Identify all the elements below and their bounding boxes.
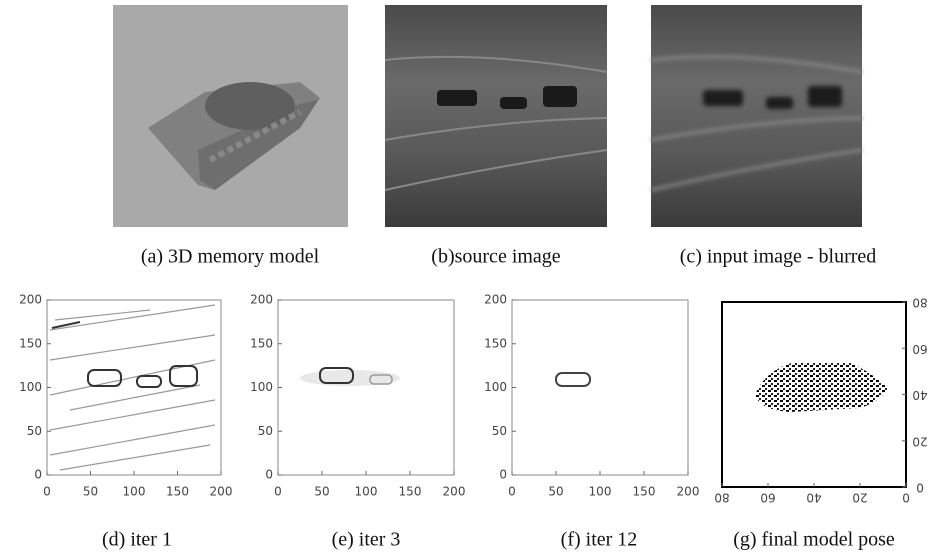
y-tick-label: 100 [19,380,42,394]
iter1-image [50,305,215,470]
y-tick-label: 0 [916,481,924,495]
y-tick-label: 40 [912,388,927,402]
plot-frame [278,300,454,475]
plot-frame [512,300,688,475]
x-tick-label: 100 [589,485,612,499]
model-image [113,5,348,227]
y-tick-label: 60 [912,342,927,356]
y-tick-label: 80 [912,296,927,310]
y-tick-label: 50 [492,424,507,438]
y-tick-label: 200 [250,293,273,307]
x-tick-label: 200 [210,485,233,499]
y-tick-label: 150 [484,336,507,350]
caption: (d) iter 1 [102,529,172,551]
x-tick-label: 60 [760,491,775,505]
y-tick-label: 0 [34,468,42,482]
source-image [385,5,607,227]
x-tick-label: 80 [714,491,729,505]
y-tick-label: 150 [250,336,273,350]
x-tick-label: 0 [43,485,51,499]
x-tick-label: 0 [902,491,910,505]
x-tick-label: 100 [123,485,146,499]
iter12-image [556,373,590,386]
x-tick-label: 20 [852,491,867,505]
caption: (c) input image - blurred [680,246,877,268]
caption: (e) iter 3 [332,529,401,551]
y-tick-label: 50 [258,424,273,438]
final-pose-image [755,362,888,412]
y-tick-label: 20 [912,434,927,448]
y-tick-label: 200 [19,293,42,307]
x-tick-label: 50 [314,485,329,499]
x-tick-label: 0 [274,485,282,499]
x-tick-label: 150 [166,485,189,499]
y-tick-label: 200 [484,293,507,307]
y-tick-label: 100 [250,380,273,394]
caption: (g) final model pose [733,529,895,551]
caption: (f) iter 12 [561,529,638,551]
x-tick-label: 50 [83,485,98,499]
x-tick-label: 40 [806,491,821,505]
x-tick-label: 200 [443,485,466,499]
x-tick-label: 50 [548,485,563,499]
iter3-image [300,368,400,386]
y-tick-label: 0 [499,468,507,482]
blurred-image [651,5,862,227]
caption: (b)source image [431,246,561,268]
caption: (a) 3D memory model [141,246,320,268]
y-tick-label: 50 [27,424,42,438]
x-tick-label: 150 [399,485,422,499]
y-tick-label: 0 [265,468,273,482]
y-tick-label: 100 [484,380,507,394]
x-tick-label: 0 [508,485,516,499]
x-tick-label: 200 [677,485,700,499]
x-tick-label: 150 [633,485,656,499]
y-tick-label: 150 [19,336,42,350]
figure: (a) 3D memory model (b)source image (c) … [0,0,940,557]
x-tick-label: 100 [355,485,378,499]
